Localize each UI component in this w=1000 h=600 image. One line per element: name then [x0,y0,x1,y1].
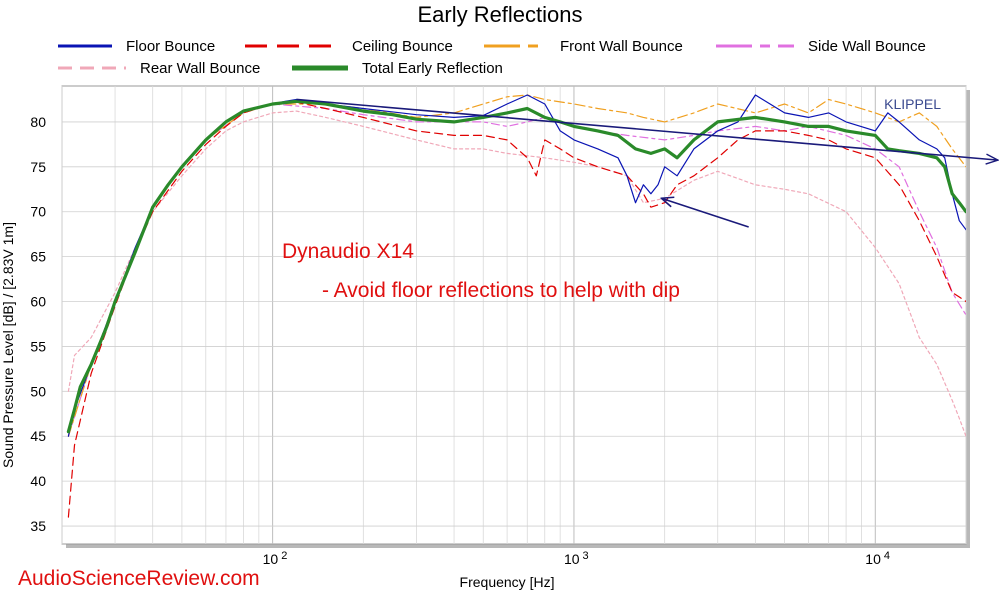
series-line-front-wall-bounce [67,94,966,437]
y-tick-label: 75 [30,159,46,175]
legend-item-front-wall-bounce: Front Wall Bounce [484,38,683,55]
x-tick-base: 10 [564,551,580,567]
plot-area [61,85,967,545]
y-tick-label: 70 [30,204,46,220]
chart-title: Early Reflections [417,2,582,27]
klippel-brand: KLIPPEL [884,96,941,112]
dip-arrow [661,198,749,228]
y-tick-label: 40 [30,473,46,489]
annotation-title: Dynaudio X14 [282,240,414,263]
y-tick-label: 65 [30,249,46,265]
legend-item-ceiling-bounce: Ceiling Bounce [245,38,453,55]
y-tick-label: 60 [30,294,46,310]
x-tick-base: 10 [865,551,881,567]
x-tick-label: 10 4 [865,550,890,567]
y-tick-label: 55 [30,338,46,354]
x-tick-label: 10 3 [564,550,589,567]
y-tick-label: 80 [30,114,46,130]
legend: Floor Bounce Ceiling Bounce Front Wall B… [58,38,926,77]
legend-label: Front Wall Bounce [560,38,683,55]
x-tick-label: 10 2 [263,550,288,567]
trend-arrow [296,98,998,160]
legend-item-total-early-reflection: Total Early Reflection [292,60,503,77]
y-axis-label: Sound Pressure Level [dB] / [2.83V 1m] [0,222,16,468]
x-tick-base: 10 [263,551,279,567]
series-line-total-early-reflection [66,99,966,434]
x-axis-label: Frequency [Hz] [460,574,555,590]
watermark: AudioScienceReview.com [18,567,260,590]
x-tick-exponent: 3 [583,550,589,562]
legend-label: Total Early Reflection [362,60,503,77]
legend-label: Floor Bounce [126,38,215,55]
legend-label: Side Wall Bounce [808,38,926,55]
y-tick-label: 50 [30,383,46,399]
x-tick-exponent: 4 [884,550,890,562]
annotation-subtitle: - Avoid floor reflections to help with d… [322,279,680,302]
legend-label: Ceiling Bounce [352,38,453,55]
legend-item-floor-bounce: Floor Bounce [58,38,215,55]
legend-item-rear-wall-bounce: Rear Wall Bounce [58,60,260,77]
series-line-rear-wall-bounce [67,110,966,437]
y-tick-label: 35 [30,518,46,534]
annotations [296,98,998,228]
legend-item-side-wall-bounce: Side Wall Bounce [716,38,926,55]
y-tick-label: 45 [30,428,46,444]
legend-label: Rear Wall Bounce [140,60,260,77]
grid [61,86,967,544]
x-tick-exponent: 2 [281,550,287,562]
